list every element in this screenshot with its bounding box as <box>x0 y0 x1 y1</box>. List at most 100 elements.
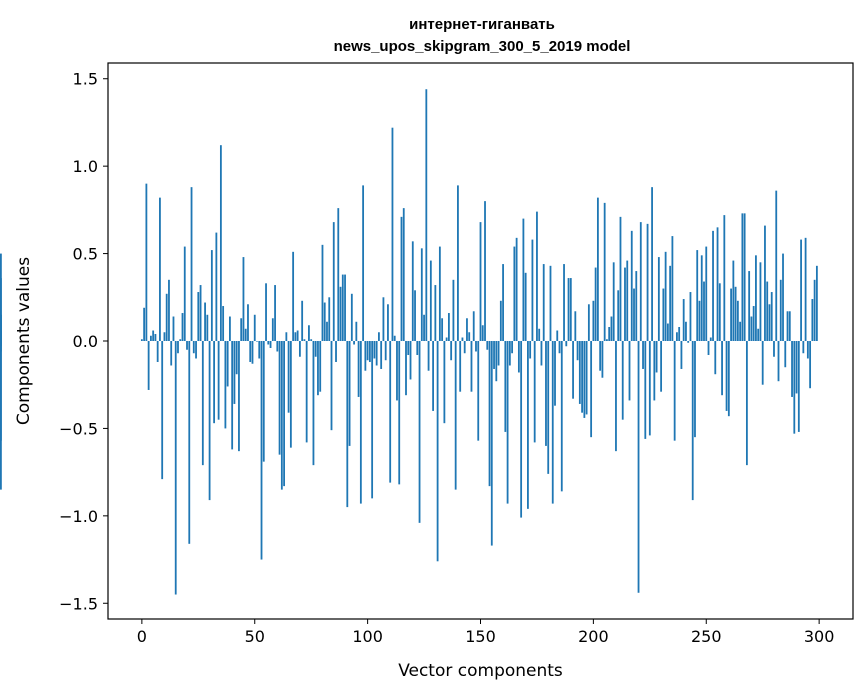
bar <box>149 335 152 341</box>
bar <box>811 299 814 341</box>
bar <box>222 306 225 341</box>
bar <box>181 313 184 341</box>
bar <box>594 267 597 341</box>
y-tick-label: −1.0 <box>59 507 98 526</box>
bar <box>606 339 608 341</box>
bar <box>147 341 150 390</box>
bar <box>375 341 378 366</box>
bar <box>344 274 346 341</box>
bar <box>294 332 297 341</box>
bar <box>809 341 812 389</box>
bar <box>238 341 240 452</box>
bar <box>414 290 416 341</box>
bar <box>603 202 606 341</box>
y-tick-label: 0.5 <box>73 245 98 264</box>
bar <box>468 332 471 341</box>
bar <box>156 341 159 362</box>
bar <box>348 341 351 446</box>
bar <box>350 293 353 341</box>
x-axis-ticks: 0 50 100 150 200 250 300 <box>137 619 834 646</box>
bar <box>813 279 816 341</box>
bar <box>463 341 466 354</box>
bar <box>581 341 583 413</box>
bar <box>565 341 568 347</box>
chart-title: интернет-гиганвать <box>409 16 555 33</box>
x-axis-label: Vector components <box>398 661 563 681</box>
bar <box>653 341 656 401</box>
bar <box>378 332 380 341</box>
bar <box>547 341 550 474</box>
bar <box>648 341 651 436</box>
bar <box>493 341 495 369</box>
bar <box>391 127 394 341</box>
bar <box>766 281 769 341</box>
bar <box>312 341 315 466</box>
bar <box>752 306 755 341</box>
bar <box>330 341 333 431</box>
bar <box>714 341 717 375</box>
bar <box>569 278 572 341</box>
bar <box>734 286 737 341</box>
bar <box>511 341 514 354</box>
bar <box>687 341 690 343</box>
bar <box>777 341 780 382</box>
bar <box>644 341 647 439</box>
bar <box>707 341 710 355</box>
bar <box>529 341 532 359</box>
bar <box>161 341 164 480</box>
bar <box>703 281 705 341</box>
bar <box>784 341 787 368</box>
bar <box>768 304 771 341</box>
bar <box>434 285 437 341</box>
bar <box>549 265 552 341</box>
bar <box>599 341 602 371</box>
y-axis-ticks: −1.5 −1.0 −0.5 0.0 0.5 1.0 1.5 <box>59 70 108 613</box>
bar <box>0 341 2 441</box>
bar <box>642 341 644 369</box>
bar <box>292 251 295 341</box>
bar <box>815 265 818 341</box>
bar <box>461 337 464 341</box>
bar <box>536 211 538 341</box>
bar <box>443 341 446 424</box>
bar <box>400 216 403 341</box>
bar <box>411 241 414 341</box>
bar <box>436 341 439 562</box>
bar <box>432 341 434 411</box>
bar <box>393 335 396 341</box>
bar <box>253 314 256 341</box>
bar <box>583 341 586 418</box>
bar <box>761 341 764 385</box>
bar <box>520 341 523 518</box>
x-tick-label: 100 <box>352 627 383 646</box>
bar <box>396 341 398 401</box>
bar <box>301 300 304 341</box>
bar <box>477 341 480 441</box>
bar <box>806 341 809 359</box>
bar <box>759 262 762 341</box>
chart-subtitle: news_upos_skipgram_300_5_2019 model <box>334 38 631 55</box>
bar <box>339 286 342 341</box>
bar <box>416 341 419 355</box>
bar <box>380 341 383 369</box>
bar <box>362 185 365 341</box>
bar <box>278 341 281 455</box>
bar <box>757 328 760 341</box>
bar <box>572 341 574 399</box>
bar <box>680 341 683 369</box>
bar <box>615 341 617 452</box>
bar <box>466 318 468 341</box>
bar <box>475 341 477 352</box>
bar <box>0 253 2 341</box>
bar <box>208 341 211 501</box>
bar <box>145 183 148 341</box>
bar <box>669 265 672 341</box>
bar <box>495 341 498 382</box>
bar <box>321 244 324 341</box>
bar <box>718 283 721 341</box>
bar <box>457 185 459 341</box>
bar <box>610 316 613 341</box>
bar <box>152 330 155 341</box>
bar <box>323 302 326 341</box>
